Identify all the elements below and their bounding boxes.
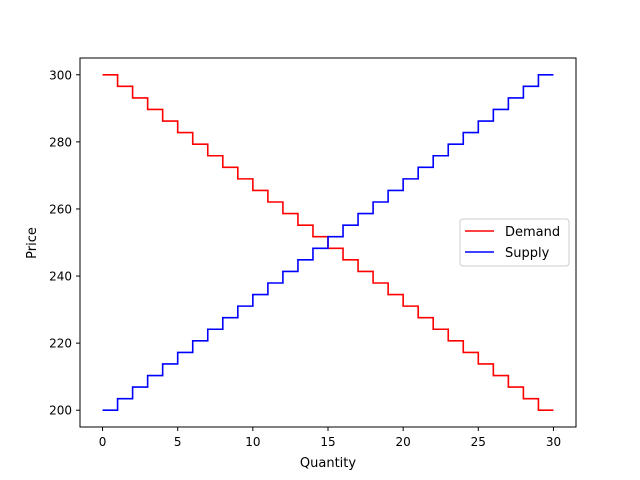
- y-tick-label: 260: [49, 202, 72, 216]
- x-tick-label: 15: [320, 435, 335, 449]
- y-tick-label: 300: [49, 68, 72, 82]
- x-axis-ticks: 0 5 10 15 20 25 30: [99, 427, 561, 449]
- x-tick-label: 0: [99, 435, 107, 449]
- x-tick-label: 25: [471, 435, 486, 449]
- series-layer: [102, 73, 554, 412]
- y-axis-ticks: 200 220 240 260 280 300: [49, 68, 80, 418]
- legend: Demand Supply: [459, 218, 570, 267]
- legend-label-supply: Supply: [505, 246, 550, 261]
- y-tick-label: 220: [49, 337, 72, 351]
- x-tick-label: 20: [396, 435, 411, 449]
- x-tick-label: 30: [546, 435, 561, 449]
- y-axis-label: Price: [25, 227, 40, 259]
- series-line-supply: [102, 73, 554, 412]
- x-tick-label: 5: [174, 435, 182, 449]
- legend-label-demand: Demand: [505, 225, 560, 240]
- y-tick-label: 240: [49, 270, 72, 284]
- y-tick-label: 280: [49, 135, 72, 149]
- x-axis-label: Quantity: [300, 456, 356, 471]
- x-tick-label: 10: [245, 435, 260, 449]
- y-tick-label: 200: [49, 404, 72, 418]
